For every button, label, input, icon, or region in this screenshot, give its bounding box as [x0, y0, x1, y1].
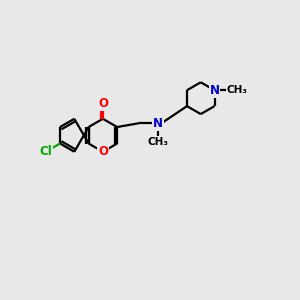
Text: N: N	[153, 117, 163, 130]
Text: CH₃: CH₃	[148, 137, 169, 147]
Text: O: O	[98, 145, 108, 158]
Text: O: O	[98, 97, 108, 110]
Text: N: N	[209, 84, 220, 97]
Text: Cl: Cl	[40, 145, 52, 158]
Text: CH₃: CH₃	[226, 85, 248, 95]
